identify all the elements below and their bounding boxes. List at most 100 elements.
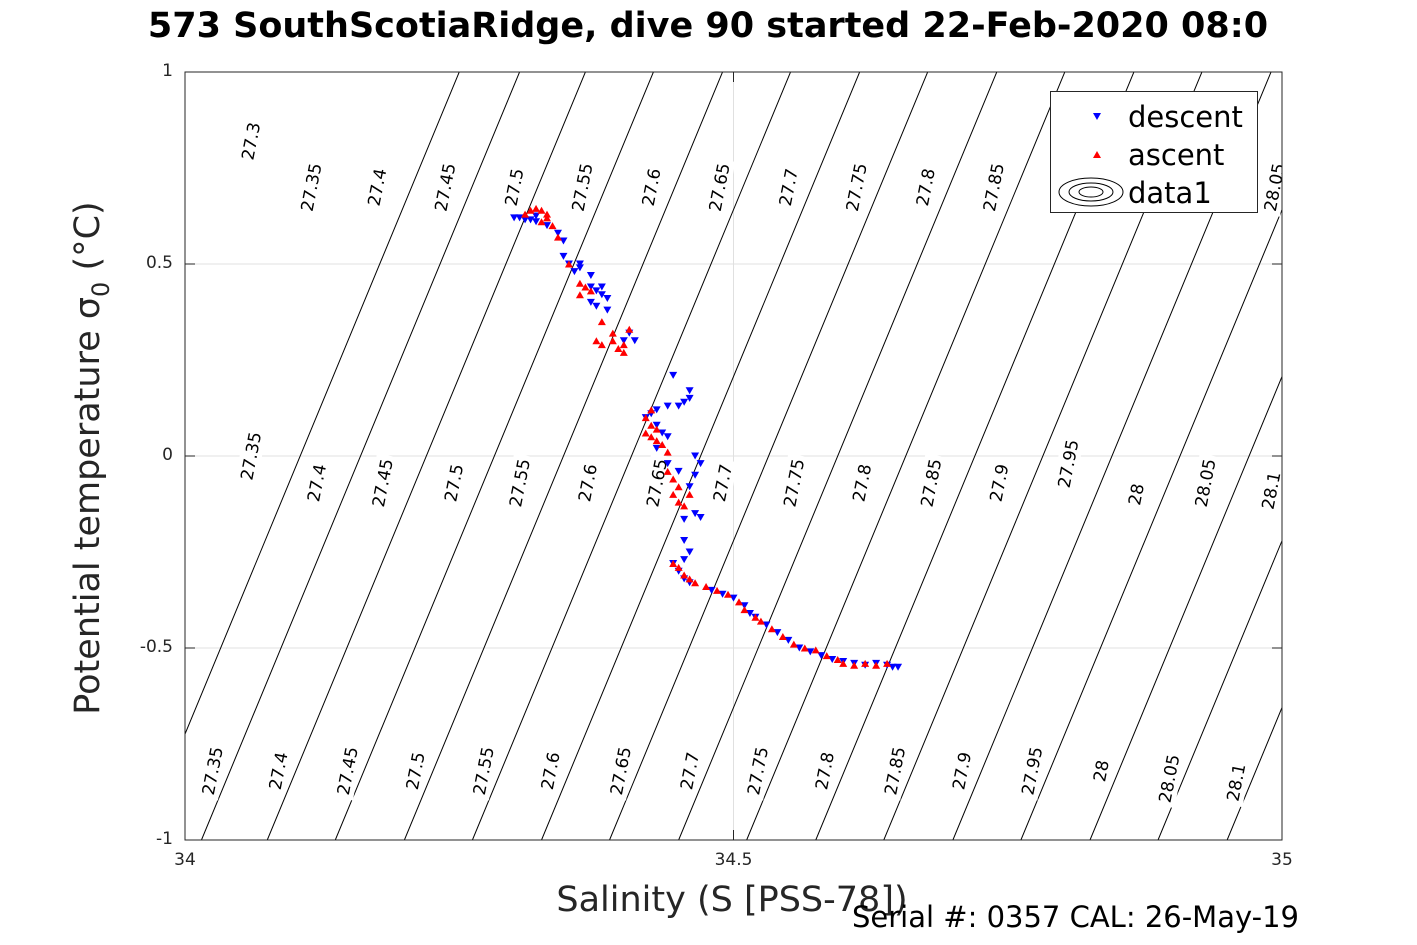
contour-label-bg xyxy=(196,741,229,801)
point-descent xyxy=(592,287,601,295)
point-descent xyxy=(817,652,826,660)
point-ascent xyxy=(680,502,689,510)
point-descent xyxy=(597,283,606,291)
y-tick-label: -0.5 xyxy=(139,637,173,657)
point-descent xyxy=(745,609,754,617)
contour-label-bg xyxy=(914,453,948,513)
point-ascent xyxy=(861,659,870,667)
contour-label-bg xyxy=(503,453,536,513)
contour-line xyxy=(1089,375,1282,840)
contour-line xyxy=(185,72,460,736)
point-ascent xyxy=(537,218,546,226)
contour-label-bg xyxy=(674,746,705,796)
point-ascent xyxy=(850,661,859,669)
point-ascent xyxy=(575,279,584,287)
y-tick-label: 0.5 xyxy=(145,253,173,273)
contour-label-group: 27.55 xyxy=(467,741,500,801)
point-ascent xyxy=(619,341,628,349)
contour-label-bg xyxy=(235,116,267,166)
point-descent xyxy=(691,510,700,518)
contour-line xyxy=(334,72,654,840)
point-descent xyxy=(619,337,628,345)
contour-label-bg xyxy=(809,746,840,796)
point-descent xyxy=(652,406,661,414)
contour-label-bg xyxy=(773,162,804,212)
contour-label-group: 27.4 xyxy=(361,162,393,212)
point-descent xyxy=(663,402,672,410)
point-descent xyxy=(532,218,541,226)
point-ascent xyxy=(597,341,606,349)
point-descent xyxy=(663,460,672,468)
point-ascent xyxy=(811,646,820,654)
point-descent xyxy=(521,216,530,224)
point-descent xyxy=(685,483,694,491)
point-descent xyxy=(718,590,727,598)
contour-label-bg xyxy=(301,458,332,508)
point-descent xyxy=(806,648,815,656)
contour-label-bg xyxy=(1220,757,1252,808)
contour-line xyxy=(746,72,1066,840)
point-ascent xyxy=(839,659,848,667)
point-descent xyxy=(691,452,700,460)
contour-icon xyxy=(1058,177,1124,207)
contour-label-bg xyxy=(467,741,500,801)
contour-label-group: 27.95 xyxy=(1051,434,1085,494)
y-axis-label: Potential temperature σ0 (°C) xyxy=(68,201,115,715)
contour-label-group: 27.9 xyxy=(983,458,1015,508)
point-descent xyxy=(888,663,897,671)
point-descent xyxy=(586,298,595,306)
contour-label-bg xyxy=(946,746,977,796)
contour-label: 28.1 xyxy=(1259,470,1286,511)
point-ascent xyxy=(724,590,733,598)
point-descent xyxy=(652,421,661,429)
contour-label-bg xyxy=(983,458,1015,508)
point-ascent xyxy=(608,337,617,345)
contour-line xyxy=(1157,539,1282,840)
point-ascent xyxy=(597,318,606,326)
point-ascent xyxy=(586,287,595,295)
point-descent xyxy=(894,663,903,671)
contour-label: 28 xyxy=(1125,482,1149,507)
point-ascent xyxy=(553,233,562,241)
y-tick-label: 1 xyxy=(162,61,173,81)
y-axis-label-unit: (°C) xyxy=(68,201,108,282)
point-ascent xyxy=(658,440,667,448)
point-ascent xyxy=(669,560,678,568)
point-ascent xyxy=(652,425,661,433)
point-ascent xyxy=(756,617,765,625)
point-ascent xyxy=(674,563,683,571)
point-ascent xyxy=(537,206,546,214)
point-ascent xyxy=(680,571,689,579)
contour-label-group: 27.55 xyxy=(503,453,536,513)
point-descent xyxy=(603,306,612,314)
x-axis-label: Salinity (S [PSS-78]) xyxy=(556,880,908,920)
contour-label-group: 27.75 xyxy=(777,453,810,513)
point-ascent xyxy=(702,583,711,591)
point-ascent xyxy=(652,437,661,445)
point-ascent xyxy=(822,652,831,660)
point-descent xyxy=(559,237,568,245)
point-descent xyxy=(680,536,689,544)
contour-label-bg xyxy=(498,162,530,212)
contour-label-bg xyxy=(1258,157,1282,217)
point-descent xyxy=(658,429,667,437)
point-descent xyxy=(680,398,689,406)
contour-label-bg xyxy=(640,453,673,513)
contour-label-bg xyxy=(1087,756,1115,786)
point-descent xyxy=(740,602,749,610)
y-axis-label-main: Potential temperature σ xyxy=(68,296,108,715)
point-ascent xyxy=(674,498,683,506)
contour-label-bg xyxy=(1189,453,1222,513)
contour-label-group: 28.05 xyxy=(1258,157,1282,217)
point-ascent xyxy=(581,283,590,291)
contour-label-bg xyxy=(703,157,736,217)
point-ascent xyxy=(734,598,743,606)
point-ascent xyxy=(521,210,530,218)
point-ascent xyxy=(872,661,881,669)
point-descent xyxy=(652,444,661,452)
contour-label-bg xyxy=(840,157,873,217)
contour-line xyxy=(1020,208,1282,840)
point-ascent xyxy=(647,433,656,441)
contour-label-group: 27.4 xyxy=(263,746,294,796)
contour-line xyxy=(541,72,861,840)
